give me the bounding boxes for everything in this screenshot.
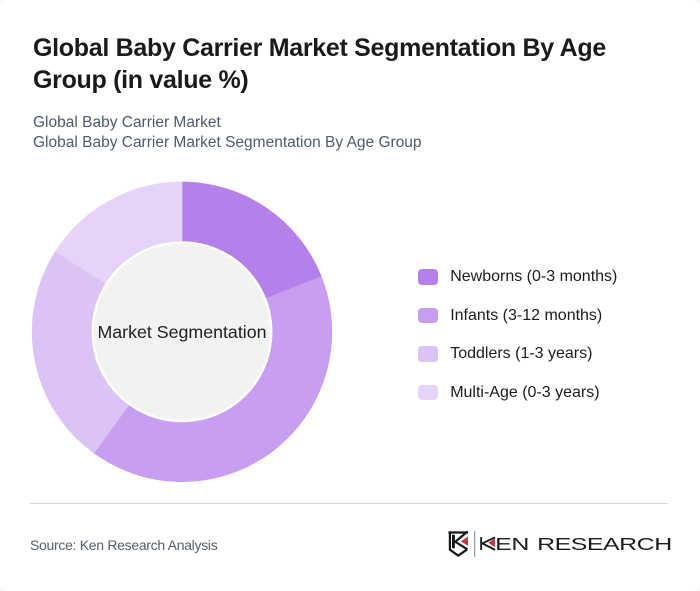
svg-text:EN RESEARCH: EN RESEARCH — [495, 534, 672, 555]
